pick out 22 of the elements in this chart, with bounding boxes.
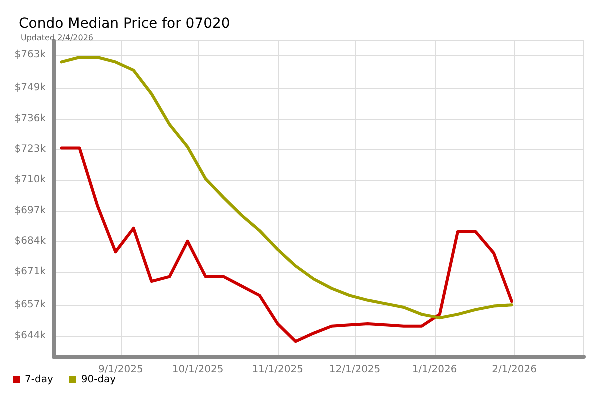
chart-subtitle: Updated 2/4/2026	[21, 34, 94, 42]
y-tick-label: $644k	[14, 330, 46, 342]
line-series	[60, 56, 514, 320]
x-tick-label: 12/1/2025	[329, 364, 381, 376]
x-tick-label: 2/1/2026	[492, 364, 537, 376]
x-tick-label: 9/1/2025	[98, 364, 144, 376]
legend-label: 90-day	[81, 374, 116, 386]
y-tick-label: $723k	[14, 144, 46, 155]
y-tick-label: $697k	[14, 205, 46, 216]
y-tick-label: $684k	[14, 236, 46, 247]
line-series	[60, 146, 514, 344]
x-tick-label: 1/1/2026	[412, 364, 458, 376]
legend-label: 7-day	[25, 374, 54, 386]
y-tick-label: $657k	[14, 300, 46, 311]
y-tick-label: $736k	[14, 113, 46, 124]
y-tick-label: $749k	[14, 82, 46, 94]
y-tick-label: $710k	[14, 174, 46, 186]
x-tick-label: 11/1/2025	[252, 364, 304, 376]
y-tick-label: $671k	[14, 266, 46, 278]
chart-title: Condo Median Price for 07020	[19, 16, 230, 32]
x-tick-label: 10/1/2025	[172, 364, 224, 376]
y-tick-label: $763k	[14, 50, 46, 61]
